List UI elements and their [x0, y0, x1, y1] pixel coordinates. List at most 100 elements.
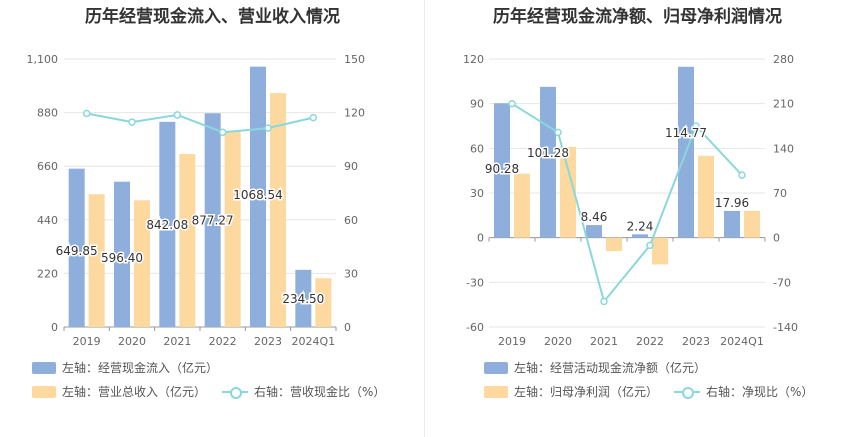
panel-divider: [424, 0, 425, 437]
bar-orange: [606, 237, 622, 252]
line-point: [600, 297, 608, 306]
bar-orange: [134, 200, 150, 327]
legend-right-row2: 左轴：归母净利润（亿元） 右轴：净现比（%）: [484, 383, 813, 400]
x-tick-label: 2019: [73, 335, 101, 348]
x-tick-label: 2024Q1: [292, 335, 336, 348]
legend-left-row2: 左轴：营业总收入（亿元） 右轴：营收现金比（%）: [32, 383, 385, 400]
x-tick-label: 2021: [590, 335, 618, 348]
data-label: 596.40: [101, 251, 143, 265]
data-label: 649.85: [56, 244, 98, 258]
x-tick-label: 2022: [209, 335, 237, 348]
y-right-tick-label: 120: [344, 107, 365, 120]
legend-label: 左轴：营业总收入（亿元）: [62, 385, 207, 399]
y-left-tick-label: 660: [37, 160, 58, 173]
legend-swatch-bar-orange: [32, 385, 56, 398]
y-left-tick-label: 880: [37, 107, 58, 120]
bar-orange: [744, 210, 760, 238]
bar-blue: [494, 103, 510, 238]
data-label: 101.28: [527, 146, 569, 160]
bar-blue: [250, 66, 266, 328]
y-left-tick-label: 0: [477, 232, 484, 245]
y-left-tick-label: 440: [37, 214, 58, 227]
bar-orange: [224, 130, 241, 327]
legend-right-row1: 左轴：经营活动现金流净额（亿元）: [484, 359, 706, 376]
data-label: 17.96: [715, 196, 749, 210]
y-right-tick-label: 140: [773, 142, 794, 155]
x-tick-label: 2023: [254, 335, 282, 348]
y-right-tick-label: 0: [344, 321, 351, 334]
data-label: 877.27: [192, 213, 234, 227]
bar-orange: [179, 154, 196, 327]
line-point: [218, 128, 227, 137]
data-label: 114.77: [665, 126, 707, 140]
bar-blue: [114, 181, 130, 327]
chart-title-left: 历年经营现金流入、营业收入情况: [85, 7, 340, 27]
line-point: [738, 171, 746, 179]
line-point: [173, 111, 182, 119]
line-point: [309, 113, 318, 122]
y-right-tick-label: 60: [344, 214, 358, 227]
legend-label: 右轴：营收现金比（%）: [254, 385, 386, 399]
x-tick-label: 2021: [163, 335, 191, 348]
x-tick-label: 2024Q1: [720, 335, 764, 348]
line-point: [128, 118, 136, 126]
y-right-tick-label: 70: [773, 187, 787, 200]
line-point: [82, 109, 91, 118]
y-right-tick-label: 30: [344, 267, 358, 280]
y-left-tick-label: 90: [470, 98, 484, 111]
legend-swatch-bar-blue: [32, 361, 56, 374]
bar-orange: [698, 155, 714, 238]
y-left-tick-label: 120: [463, 53, 484, 66]
bar-blue: [159, 121, 176, 328]
bar-blue: [724, 210, 740, 238]
bar-blue: [540, 86, 556, 238]
bar-orange: [652, 237, 668, 265]
x-tick-label: 2020: [544, 335, 572, 348]
legend-left-row1: 左轴：经营现金流入（亿元）: [32, 359, 218, 376]
data-label: 234.50: [282, 292, 324, 306]
y-right-tick-label: 90: [344, 160, 358, 173]
bar-blue: [68, 168, 85, 327]
line-point: [554, 128, 562, 137]
y-left-tick-label: 220: [37, 267, 58, 280]
y-left-tick-label: 1,100: [27, 53, 59, 66]
y-left-tick-label: 60: [470, 142, 484, 155]
line-point: [508, 99, 516, 108]
x-tick-label: 2020: [118, 335, 146, 348]
legend-swatch-line: [222, 386, 249, 399]
series-line: [86, 112, 314, 134]
legend-swatch-bar-blue: [484, 361, 508, 374]
data-label: 8.46: [581, 210, 608, 224]
bar-blue: [204, 113, 221, 327]
data-label: 1068.54: [233, 188, 283, 202]
legend-label: 右轴：净现比（%）: [706, 385, 814, 399]
bar-blue: [295, 269, 312, 327]
y-right-tick-label: 210: [773, 98, 794, 111]
y-right-tick-label: 150: [344, 53, 365, 66]
legend-swatch-line: [674, 386, 701, 399]
legend-label: 左轴：经营现金流入（亿元）: [62, 361, 219, 375]
bar-orange: [560, 146, 576, 238]
legend-label: 左轴：归母净利润（亿元）: [514, 385, 659, 399]
legend-label: 左轴：经营活动现金流净额（亿元）: [514, 361, 707, 375]
data-label: 842.08: [146, 218, 188, 232]
series-line: [511, 102, 743, 304]
x-tick-label: 2023: [682, 335, 710, 348]
chart-title-right: 历年经营现金流净额、归母净利润情况: [493, 7, 782, 27]
y-left-tick-label: -30: [466, 276, 484, 289]
line-point: [264, 124, 272, 132]
bar-orange: [514, 173, 530, 238]
y-right-tick-label: -140: [773, 321, 798, 334]
bar-blue: [586, 225, 602, 238]
legend-swatch-bar-orange: [484, 385, 508, 398]
y-right-tick-label: 0: [773, 232, 780, 245]
line-point: [692, 122, 700, 130]
bar-orange: [270, 93, 286, 327]
y-left-tick-label: 30: [470, 187, 484, 200]
line-point: [646, 241, 654, 250]
x-tick-label: 2019: [498, 335, 526, 348]
data-label: 90.28: [485, 162, 519, 176]
y-left-tick-label: -60: [466, 321, 484, 334]
